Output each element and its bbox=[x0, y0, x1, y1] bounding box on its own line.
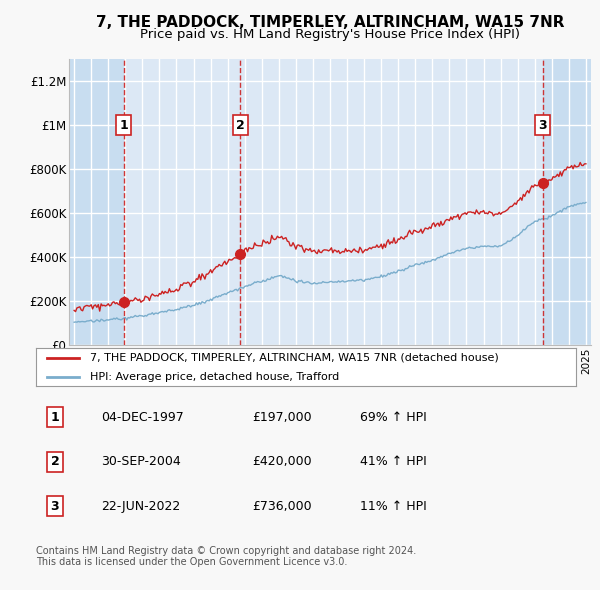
Text: 1: 1 bbox=[50, 411, 59, 424]
Text: 41% ↑ HPI: 41% ↑ HPI bbox=[360, 455, 427, 468]
Bar bbox=[543, 59, 591, 345]
Text: 11% ↑ HPI: 11% ↑ HPI bbox=[360, 500, 427, 513]
Text: 2: 2 bbox=[236, 119, 245, 132]
Text: 7, THE PADDOCK, TIMPERLEY, ALTRINCHAM, WA15 7NR: 7, THE PADDOCK, TIMPERLEY, ALTRINCHAM, W… bbox=[96, 15, 564, 30]
Text: 2: 2 bbox=[50, 455, 59, 468]
Text: 22-JUN-2022: 22-JUN-2022 bbox=[101, 500, 180, 513]
Text: Price paid vs. HM Land Registry's House Price Index (HPI): Price paid vs. HM Land Registry's House … bbox=[140, 28, 520, 41]
Text: 30-SEP-2004: 30-SEP-2004 bbox=[101, 455, 181, 468]
Bar bbox=[124, 59, 241, 345]
Text: 69% ↑ HPI: 69% ↑ HPI bbox=[360, 411, 427, 424]
Text: £420,000: £420,000 bbox=[252, 455, 311, 468]
Text: 1: 1 bbox=[119, 119, 128, 132]
Text: 7, THE PADDOCK, TIMPERLEY, ALTRINCHAM, WA15 7NR (detached house): 7, THE PADDOCK, TIMPERLEY, ALTRINCHAM, W… bbox=[90, 353, 499, 363]
Bar bbox=[69, 59, 124, 345]
Text: 3: 3 bbox=[538, 119, 547, 132]
Text: 3: 3 bbox=[50, 500, 59, 513]
Text: £736,000: £736,000 bbox=[252, 500, 311, 513]
Bar bbox=[241, 59, 543, 345]
Text: £197,000: £197,000 bbox=[252, 411, 311, 424]
Text: Contains HM Land Registry data © Crown copyright and database right 2024.
This d: Contains HM Land Registry data © Crown c… bbox=[36, 546, 416, 568]
Text: 04-DEC-1997: 04-DEC-1997 bbox=[101, 411, 184, 424]
Text: HPI: Average price, detached house, Trafford: HPI: Average price, detached house, Traf… bbox=[90, 372, 339, 382]
